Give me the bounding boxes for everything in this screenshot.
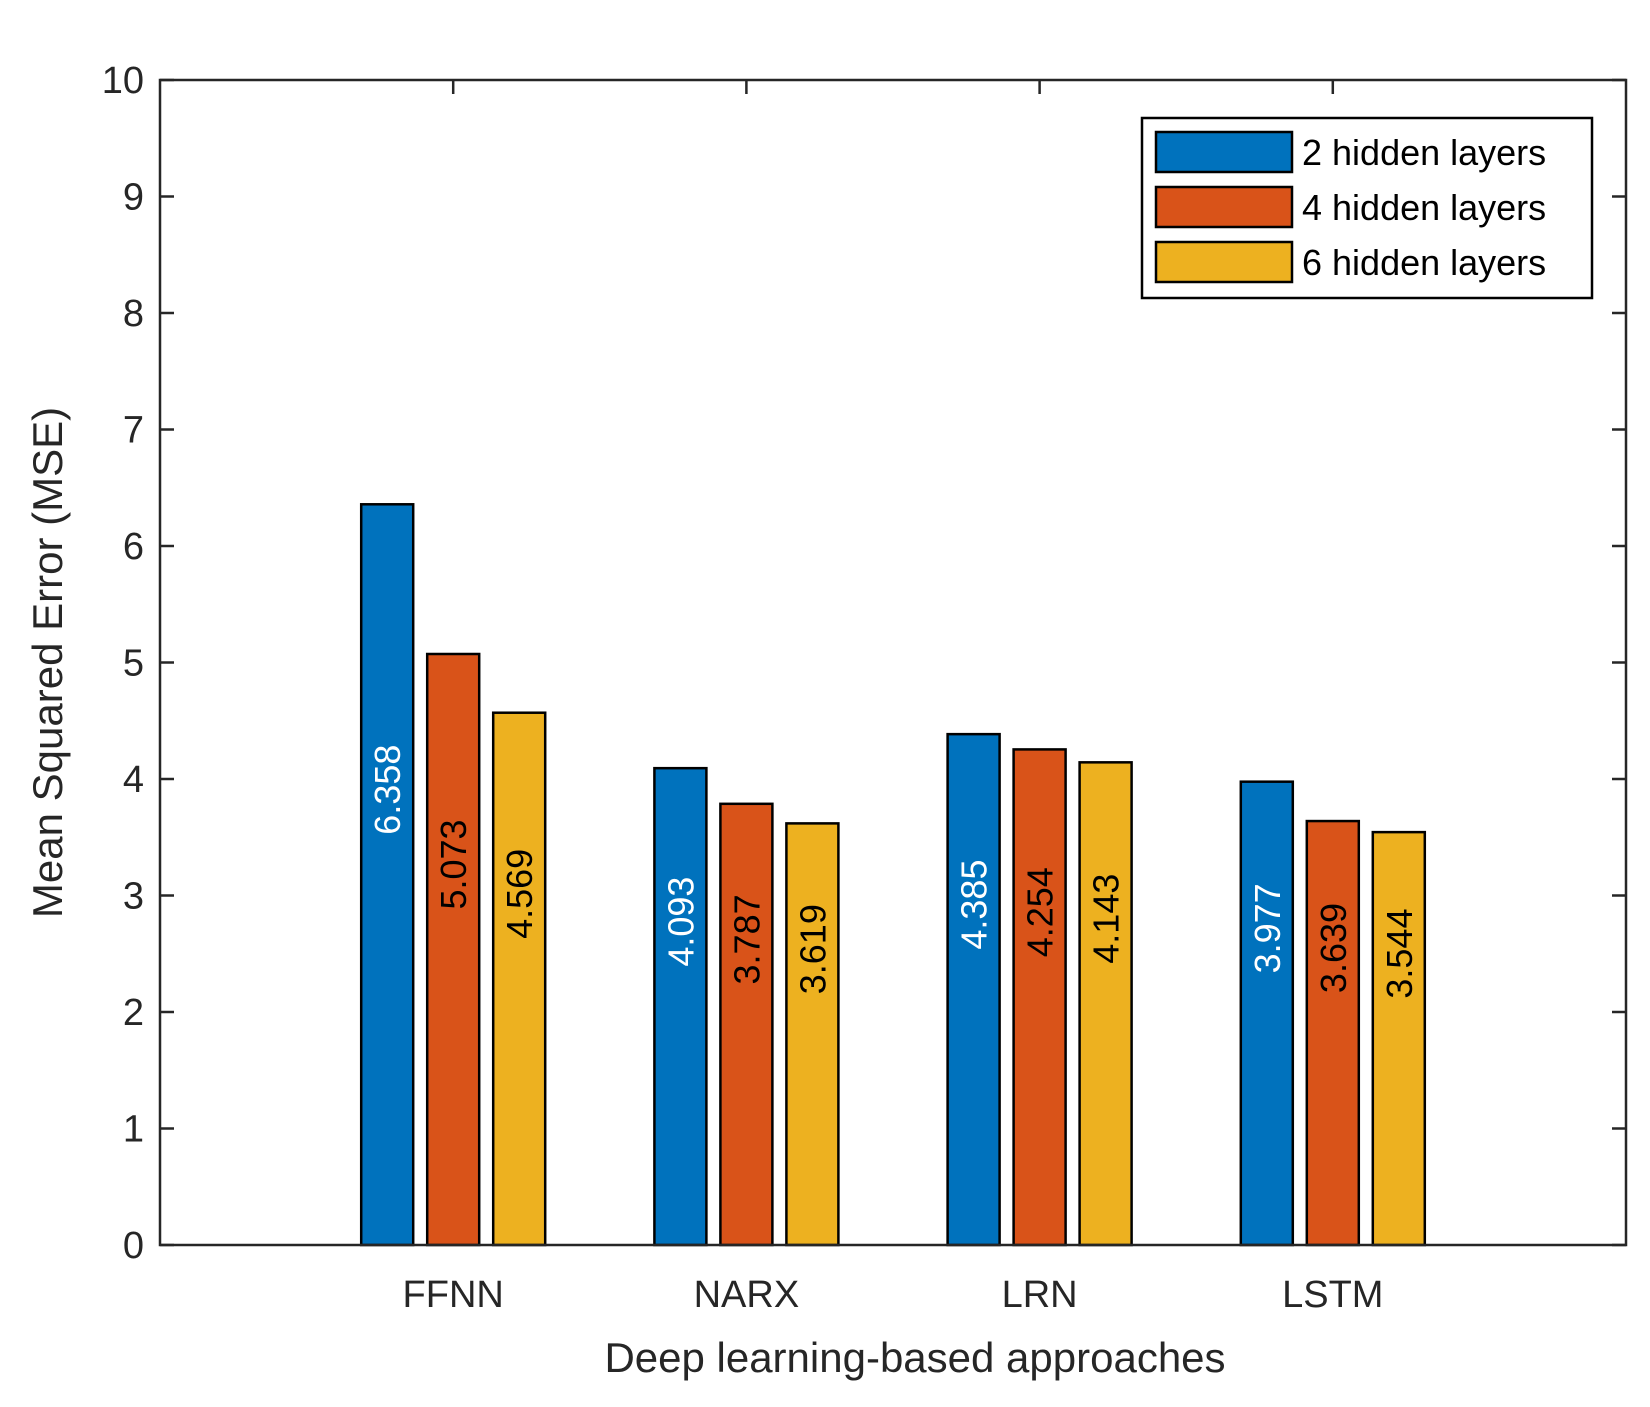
legend: 2 hidden layers 4 hidden layers 6 hidden l… <box>1140 116 1594 300</box>
x-tick-label: LRN <box>1002 1274 1078 1316</box>
bar-data-label: 3.639 <box>1313 903 1354 993</box>
bar-data-label: 3.619 <box>792 904 833 994</box>
x-axis: FFNN NARX LRN LSTM <box>403 80 1383 1316</box>
x-tick-label: FFNN <box>403 1274 504 1316</box>
legend-label: 6 hidden layers <box>1302 242 1546 283</box>
bar <box>1078 761 1133 1247</box>
bar-data-label: 3.787 <box>726 894 767 984</box>
y-axis-title: Mean Squared Error (MSE) <box>24 407 71 918</box>
bar <box>1305 819 1361 1247</box>
x-tick-label: NARX <box>694 1274 800 1316</box>
y-tick-label: 3 <box>123 876 144 918</box>
bar-data-label: 3.544 <box>1379 909 1420 999</box>
bar <box>653 766 708 1247</box>
legend-swatch <box>1154 185 1294 229</box>
y-tick-label: 5 <box>123 643 144 685</box>
y-tick-label: 10 <box>102 60 144 102</box>
bar-data-label: 4.254 <box>1020 867 1061 957</box>
y-tick-label: 4 <box>123 759 144 801</box>
bar <box>1239 780 1295 1247</box>
y-tick-label: 6 <box>123 526 144 568</box>
bar-data-label: 4.569 <box>499 849 540 939</box>
bar-data-label: 4.093 <box>660 877 701 967</box>
bar-data-label: 4.385 <box>954 860 995 950</box>
y-tick-label: 9 <box>123 177 144 219</box>
legend-swatch <box>1154 240 1294 284</box>
bar-data-label: 6.358 <box>367 745 408 835</box>
bar-data-label: 5.073 <box>433 819 474 909</box>
bar <box>719 802 774 1247</box>
x-axis-title: Deep learning-based approaches <box>604 1334 1225 1381</box>
y-tick-label: 8 <box>123 293 144 335</box>
bar <box>946 732 1001 1247</box>
bar <box>425 652 481 1247</box>
bar <box>491 711 547 1247</box>
bar <box>359 503 415 1247</box>
bar-data-label: 3.977 <box>1247 883 1288 973</box>
y-axis: 0 1 2 3 4 5 6 7 8 9 10 <box>102 60 1626 1267</box>
x-tick-label: LSTM <box>1282 1274 1383 1316</box>
y-tick-label: 7 <box>123 410 144 452</box>
legend-swatch <box>1154 130 1294 174</box>
bars-group: 6.358 5.073 4.569 4.093 3.787 3.619 4.385 4.254… <box>359 503 1427 1247</box>
bar-data-label: 4.143 <box>1086 874 1127 964</box>
bar <box>785 822 840 1247</box>
legend-label: 4 hidden layers <box>1302 187 1546 228</box>
y-tick-label: 1 <box>123 1109 144 1151</box>
bar <box>1012 748 1067 1247</box>
bar <box>1371 830 1427 1247</box>
legend-label: 2 hidden layers <box>1302 132 1546 173</box>
y-tick-label: 2 <box>123 992 144 1034</box>
plot-area-border <box>158 78 1628 1247</box>
y-tick-label: 0 <box>123 1225 144 1267</box>
